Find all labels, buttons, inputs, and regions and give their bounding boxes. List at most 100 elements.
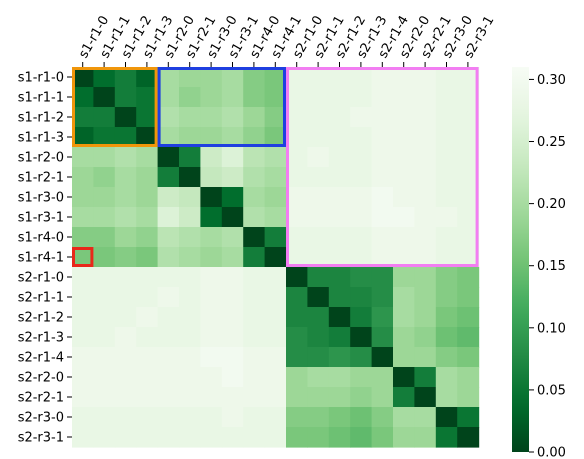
row-label-s1-r2-1: s1-r2-1 (18, 171, 64, 186)
heatmap-cell-s2-r3-1-s2-r1-1 (307, 427, 330, 448)
heatmap-cell-s1-r1-2-s1-r1-2 (114, 107, 137, 128)
heatmap-cell-s2-r1-3-s1-r4-0 (243, 327, 266, 348)
row-label-s1-r1-0: s1-r1-0 (18, 71, 64, 86)
heatmap-cell-s2-r1-4-s2-r2-0 (393, 347, 415, 368)
heatmap-cell-s1-r3-0-s2-r1-1 (307, 187, 330, 208)
heatmap-cell-s1-r4-1-s1-r4-0 (243, 247, 266, 268)
heatmap-cell-s2-r3-0-s1-r2-0 (157, 407, 180, 428)
heatmap-cell-s2-r1-4-s1-r4-1 (264, 347, 287, 368)
heatmap-cell-s1-r1-2-s2-r3-1 (457, 107, 480, 128)
heatmap-cell-s1-r1-2-s1-r2-1 (179, 107, 201, 128)
heatmap-cell-s1-r2-0-s1-r2-0 (157, 147, 180, 168)
heatmap-cell-s2-r3-1-s1-r1-1 (93, 427, 116, 448)
row-label-s1-r1-1: s1-r1-1 (18, 91, 64, 106)
heatmap-cell-s1-r2-1-s1-r2-1 (179, 167, 201, 188)
heatmap-cell-s1-r2-1-s2-r1-4 (371, 167, 394, 188)
highlight-box-blue (157, 67, 287, 147)
heatmap-cell-s2-r2-1-s2-r2-1 (414, 387, 437, 408)
heatmap-cell-s1-r2-1-s1-r4-1 (264, 167, 287, 188)
highlight-box-pink (286, 67, 479, 267)
heatmap-cell-s2-r1-0-s1-r4-0 (243, 267, 266, 288)
heatmap-cell-s1-r1-0-s2-r1-3 (350, 67, 373, 88)
heatmap-cell-s2-r1-2-s2-r3-0 (435, 307, 458, 328)
heatmap-cell-s1-r2-1-s1-r1-3 (136, 167, 159, 188)
heatmap-cell-s1-r1-3-s1-r1-0 (72, 127, 94, 148)
heatmap-cell-s2-r2-1-s1-r1-0 (72, 387, 94, 408)
heatmap-cell-s1-r1-2-s2-r1-1 (307, 107, 330, 128)
heatmap-cell-s2-r1-1-s2-r1-0 (286, 287, 308, 308)
heatmap-cell-s1-r1-3-s2-r2-1 (414, 127, 437, 148)
heatmap-cell-s2-r2-1-s1-r1-2 (114, 387, 137, 408)
heatmap-cell-s1-r4-1-s2-r1-3 (350, 247, 373, 268)
heatmap-cell-s2-r1-1-s1-r1-2 (114, 287, 137, 308)
heatmap-cell-s2-r2-1-s1-r1-3 (136, 387, 159, 408)
heatmap-cell-s1-r4-0-s1-r2-0 (157, 227, 180, 248)
heatmap-cell-s2-r3-1-s1-r1-0 (72, 427, 94, 448)
heatmap-cell-s1-r3-0-s1-r2-0 (157, 187, 180, 208)
heatmap-cell-s1-r1-3-s2-r1-1 (307, 127, 330, 148)
heatmap-cell-s1-r4-0-s2-r1-4 (371, 227, 394, 248)
heatmap-cell-s2-r1-2-s2-r1-4 (371, 307, 394, 328)
heatmap-cell-s2-r1-1-s1-r4-0 (243, 287, 266, 308)
heatmap-cell-s1-r1-1-s1-r1-3 (136, 87, 159, 108)
heatmap-cell-s1-r1-0-s2-r3-1 (457, 67, 480, 88)
heatmap-cell-s1-r4-1-s2-r1-0 (286, 247, 308, 268)
heatmap-cell-s1-r1-0-s1-r3-0 (200, 67, 223, 88)
heatmap-cell-s1-r2-1-s1-r3-1 (221, 167, 244, 188)
heatmap-cell-s1-r3-1-s1-r3-1 (221, 207, 244, 228)
row-label-s2-r1-3: s2-r1-3 (18, 331, 64, 346)
heatmap-cell-s2-r2-0-s2-r3-0 (435, 367, 458, 388)
heatmap-cell-s2-r3-0-s1-r1-3 (136, 407, 159, 428)
row-label-s1-r1-2: s1-r1-2 (18, 111, 64, 126)
heatmap-cell-s1-r2-0-s1-r3-1 (221, 147, 244, 168)
heatmap-cell-s2-r1-0-s1-r4-1 (264, 267, 287, 288)
heatmap-cell-s1-r4-1-s2-r2-0 (393, 247, 415, 268)
heatmap-cell-s1-r4-0-s1-r1-2 (114, 227, 137, 248)
heatmap-cell-s2-r2-0-s1-r3-0 (200, 367, 223, 388)
heatmap-cell-s2-r1-1-s2-r1-4 (371, 287, 394, 308)
heatmap-cell-s2-r3-0-s2-r1-2 (328, 407, 351, 428)
heatmap-cell-s2-r3-1-s2-r1-3 (350, 427, 373, 448)
heatmap-cell-s1-r4-1-s2-r1-2 (328, 247, 351, 268)
row-label-s1-r2-0: s1-r2-0 (18, 151, 64, 166)
heatmap-cell-s1-r3-1-s2-r3-0 (435, 207, 458, 228)
heatmap-cell-s1-r1-1-s1-r3-1 (221, 87, 244, 108)
heatmap-cell-s1-r1-2-s1-r1-1 (93, 107, 116, 128)
row-label-s2-r1-2: s2-r1-2 (18, 311, 64, 326)
heatmap-cell-s2-r1-1-s1-r2-1 (179, 287, 201, 308)
heatmap-cell-s2-r2-0-s2-r1-3 (350, 367, 373, 388)
heatmap-cell-s2-r1-4-s2-r3-1 (457, 347, 480, 368)
heatmap-cell-s1-r2-1-s1-r1-0 (72, 167, 94, 188)
heatmap-cell-s2-r2-1-s2-r1-3 (350, 387, 373, 408)
heatmap-cell-s1-r1-2-s1-r1-3 (136, 107, 159, 128)
heatmap-cell-s2-r1-4-s1-r1-2 (114, 347, 137, 368)
heatmap-cell-s2-r3-1-s2-r1-0 (286, 427, 308, 448)
heatmap-cell-s2-r3-0-s2-r3-0 (435, 407, 458, 428)
heatmap-cell-s2-r1-3-s2-r3-1 (457, 327, 480, 348)
heatmap-cell-s2-r3-1-s1-r2-0 (157, 427, 180, 448)
heatmap-cell-s2-r1-0-s1-r1-2 (114, 267, 137, 288)
heatmap-cell-s1-r2-1-s1-r1-2 (114, 167, 137, 188)
heatmap-cell-s1-r1-1-s1-r2-1 (179, 87, 201, 108)
heatmap-cell-s1-r1-0-s2-r1-0 (286, 67, 308, 88)
heatmap-cell-s1-r3-0-s1-r1-1 (93, 187, 116, 208)
heatmap-cell-s2-r3-0-s2-r2-1 (414, 407, 437, 428)
heatmap-cell-s1-r4-0-s2-r2-0 (393, 227, 415, 248)
heatmap-cell-s1-r1-1-s2-r2-1 (414, 87, 437, 108)
heatmap-cell-s1-r1-2-s2-r1-0 (286, 107, 308, 128)
heatmap-cell-s2-r1-2-s2-r3-1 (457, 307, 480, 328)
heatmap-cell-s2-r2-1-s2-r1-4 (371, 387, 394, 408)
heatmap-cell-s1-r1-0-s1-r4-1 (264, 67, 287, 88)
heatmap-cell-s1-r1-1-s1-r4-1 (264, 87, 287, 108)
heatmap-cell-s1-r1-0-s2-r1-4 (371, 67, 394, 88)
column-labels: s1-r1-0s1-r1-1s1-r1-2s1-r1-3s1-r2-0s1-r2… (76, 13, 498, 67)
heatmap-cell-s1-r2-0-s2-r1-4 (371, 147, 394, 168)
heatmap-cell-s1-r1-0-s1-r2-0 (157, 67, 180, 88)
heatmap-cell-s2-r2-0-s2-r3-1 (457, 367, 480, 388)
heatmap-cell-s2-r3-1-s2-r1-2 (328, 427, 351, 448)
heatmap-cell-s2-r1-0-s2-r1-3 (350, 267, 373, 288)
heatmap-cell-s1-r1-3-s1-r4-1 (264, 127, 287, 148)
heatmap-cell-s1-r1-0-s2-r2-0 (393, 67, 415, 88)
heatmap-cell-s1-r3-1-s2-r1-3 (350, 207, 373, 228)
heatmap-cell-s1-r1-1-s2-r1-3 (350, 87, 373, 108)
